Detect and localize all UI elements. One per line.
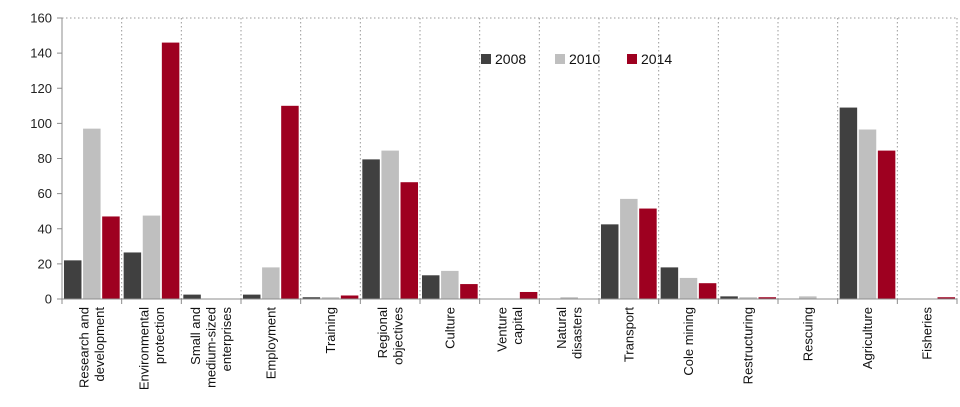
bar-2010-1 xyxy=(142,215,161,299)
legend-label: 2010 xyxy=(569,51,600,67)
bar-2010-5 xyxy=(381,150,399,299)
bar-2010-3 xyxy=(262,267,280,299)
x-category-line: enterprises xyxy=(219,307,234,372)
bar-2010-10 xyxy=(679,277,698,299)
bars xyxy=(63,42,956,300)
legend: 2008 2010 2014 xyxy=(481,51,672,67)
x-category-label: Small and medium-sized enterprises xyxy=(188,307,234,388)
x-category-line: Transport xyxy=(621,307,636,363)
x-category-line: Environmental xyxy=(136,307,151,390)
x-category-label: Culture xyxy=(442,307,457,349)
bar-2010-4 xyxy=(321,297,340,299)
x-category-line: Agriculture xyxy=(860,307,875,369)
y-tick-label: 0 xyxy=(45,292,52,307)
bar-2014-3 xyxy=(281,105,299,299)
x-category-line: Cole mining xyxy=(681,307,696,376)
x-category-line: Venture xyxy=(494,307,509,352)
x-category-line: Restructuring xyxy=(741,307,756,384)
bar-2008-0 xyxy=(63,260,82,299)
bar-2010-9 xyxy=(620,198,638,299)
y-tick-label: 40 xyxy=(38,221,52,236)
bar-2008-11 xyxy=(720,296,738,299)
legend-label: 2014 xyxy=(641,51,672,67)
bar-2008-6 xyxy=(421,275,440,299)
x-category-line: Natural xyxy=(554,307,569,349)
legend-item-2014: 2014 xyxy=(627,51,672,67)
x-category-line: Training xyxy=(323,307,338,353)
x-category-label: Research and development xyxy=(77,307,108,388)
bar-2014-1 xyxy=(161,42,180,300)
bar-2014-10 xyxy=(698,283,717,299)
x-category-line: development xyxy=(92,307,107,382)
x-category-label: Employment xyxy=(263,307,278,380)
bar-2008-4 xyxy=(302,297,321,299)
bar-2010-12 xyxy=(799,296,817,299)
x-category-line: protection xyxy=(152,307,167,364)
bar-2008-1 xyxy=(123,252,142,299)
x-axis-labels: Research and development Environmental prot… xyxy=(77,307,935,391)
x-category-line: Regional xyxy=(375,307,390,358)
bar-2010-11 xyxy=(739,297,757,299)
bar-2014-4 xyxy=(340,295,359,299)
x-category-line: Rescuing xyxy=(800,307,815,361)
bar-2008-5 xyxy=(362,159,380,299)
grid xyxy=(62,17,958,299)
bar-2014-6 xyxy=(460,284,478,299)
bar-2014-11 xyxy=(758,297,777,299)
x-category-label: Agriculture xyxy=(860,307,875,369)
bar-2014-7 xyxy=(519,291,538,299)
x-category-label: Rescuing xyxy=(800,307,815,361)
x-category-label: Cole mining xyxy=(681,307,696,376)
bar-2010-0 xyxy=(83,128,101,299)
y-tick-label: 100 xyxy=(30,116,52,131)
legend-swatch xyxy=(627,54,637,64)
x-category-line: Culture xyxy=(442,307,457,349)
bar-2010-6 xyxy=(441,270,459,299)
bar-2014-9 xyxy=(639,208,657,299)
x-category-line: Research and xyxy=(77,307,92,388)
legend-swatch xyxy=(481,54,491,64)
y-tick-label: 80 xyxy=(38,151,52,166)
y-tick-label: 140 xyxy=(30,46,52,61)
bar-2008-3 xyxy=(242,294,261,299)
y-tick-label: 20 xyxy=(38,256,52,271)
x-category-label: Fisheries xyxy=(920,307,935,360)
bar-2014-13 xyxy=(877,150,896,299)
y-tick-label: 120 xyxy=(30,81,52,96)
x-category-line: medium-sized xyxy=(204,307,219,388)
x-category-label: Venture capital xyxy=(494,307,525,352)
bar-2008-9 xyxy=(600,224,619,299)
bar-2010-8 xyxy=(560,297,578,299)
y-tick-label: 60 xyxy=(38,186,52,201)
bar-2008-2 xyxy=(183,294,201,299)
bar-2008-10 xyxy=(660,267,679,299)
bar-2014-0 xyxy=(102,216,120,299)
legend-item-2010: 2010 xyxy=(555,51,600,67)
x-category-line: Employment xyxy=(263,307,278,380)
x-category-line: Fisheries xyxy=(920,307,935,360)
legend-item-2008: 2008 xyxy=(481,51,526,67)
x-category-label: Restructuring xyxy=(741,307,756,384)
bar-2010-13 xyxy=(858,129,877,299)
x-category-line: capital xyxy=(510,307,525,345)
bar-2008-13 xyxy=(839,107,858,299)
bar-2014-14 xyxy=(937,297,956,299)
x-category-label: Transport xyxy=(621,307,636,363)
x-category-line: Small and xyxy=(188,307,203,365)
legend-label: 2008 xyxy=(495,51,526,67)
legend-swatch xyxy=(555,54,565,64)
y-tick-label: 160 xyxy=(30,11,52,26)
x-category-label: Regional objectives xyxy=(375,307,406,365)
x-category-line: objectives xyxy=(390,307,405,365)
x-category-label: Natural disasters xyxy=(554,307,585,360)
x-category-label: Training xyxy=(323,307,338,353)
x-category-label: Environmental protection xyxy=(136,307,167,390)
bar-2014-5 xyxy=(400,182,419,299)
y-axis-ticks: 0 20 40 60 80 100 120 140 160 xyxy=(30,11,62,307)
x-category-line: disasters xyxy=(569,307,584,360)
